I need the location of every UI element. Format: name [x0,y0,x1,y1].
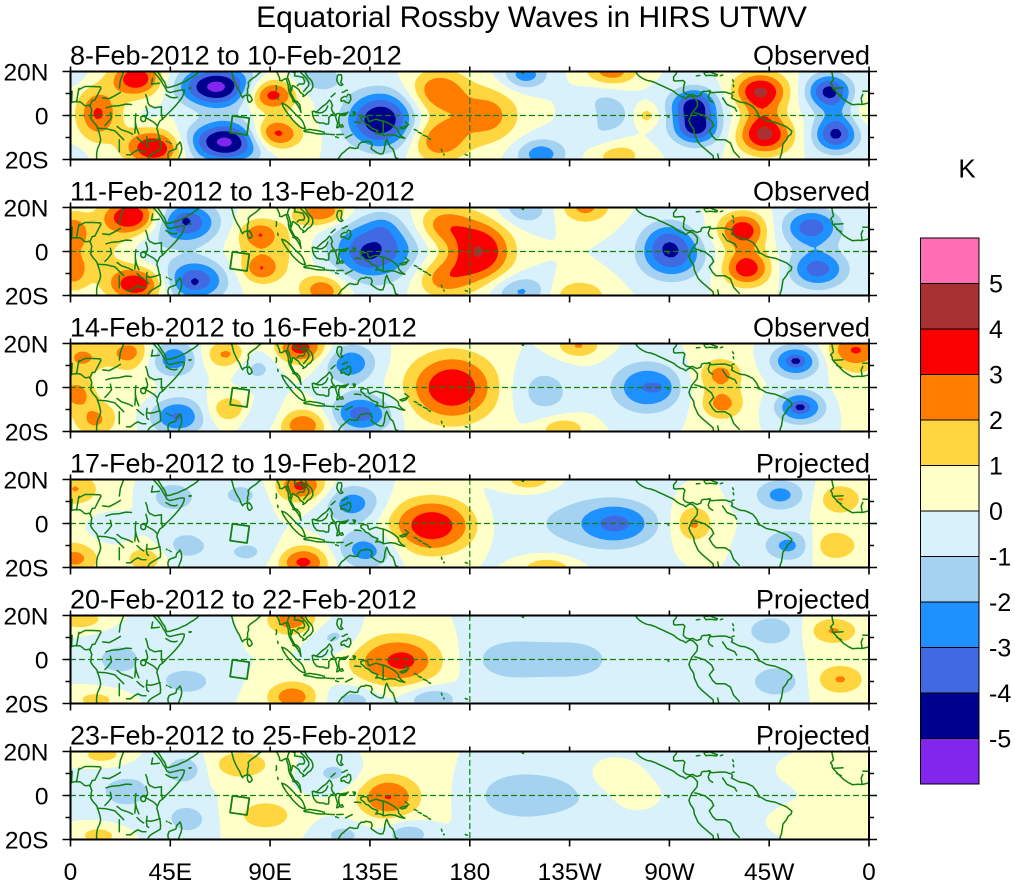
svg-text:0: 0 [35,784,49,811]
svg-text:-1: -1 [989,544,1011,572]
svg-text:Projected: Projected [756,721,870,751]
svg-text:0: 0 [35,512,49,539]
svg-text:1: 1 [989,453,1003,481]
svg-text:14-Feb-2012 to 16-Feb-2012: 14-Feb-2012 to 16-Feb-2012 [70,313,417,343]
svg-text:11-Feb-2012 to 13-Feb-2012: 11-Feb-2012 to 13-Feb-2012 [70,177,415,207]
svg-text:0: 0 [35,648,49,675]
svg-text:Observed: Observed [753,41,870,71]
svg-text:45E: 45E [149,859,193,886]
svg-text:90E: 90E [248,859,292,886]
svg-text:0: 0 [64,859,78,886]
svg-text:-4: -4 [989,680,1011,708]
svg-text:Projected: Projected [756,449,870,479]
svg-text:45W: 45W [744,859,795,886]
svg-text:135W: 135W [538,859,603,886]
svg-text:20S: 20S [5,556,49,583]
svg-text:0: 0 [35,240,49,267]
svg-text:20S: 20S [5,284,49,311]
svg-text:8-Feb-2012 to 10-Feb-2012: 8-Feb-2012 to 10-Feb-2012 [70,41,402,71]
svg-text:0: 0 [35,376,49,403]
svg-text:-5: -5 [989,726,1011,754]
svg-text:Observed: Observed [753,313,870,343]
svg-text:20N: 20N [4,740,49,767]
svg-text:20N: 20N [4,468,49,495]
svg-text:-3: -3 [989,635,1011,663]
svg-text:20N: 20N [4,604,49,631]
svg-text:5: 5 [989,271,1003,299]
svg-text:20S: 20S [5,420,49,447]
svg-text:20S: 20S [5,692,49,719]
svg-text:20S: 20S [5,828,49,855]
svg-text:23-Feb-2012 to 25-Feb-2012: 23-Feb-2012 to 25-Feb-2012 [70,721,417,751]
svg-text:4: 4 [989,316,1003,344]
svg-text:20N: 20N [4,196,49,223]
svg-text:0: 0 [35,104,49,131]
svg-text:Observed: Observed [753,177,870,207]
svg-text:Equatorial Rossby Waves in HIR: Equatorial Rossby Waves in HIRS UTWV [256,1,807,34]
svg-text:180: 180 [449,859,490,886]
svg-text:17-Feb-2012 to 19-Feb-2012: 17-Feb-2012 to 19-Feb-2012 [70,449,417,479]
svg-text:0: 0 [862,859,876,886]
svg-text:3: 3 [989,362,1003,390]
svg-text:20S: 20S [5,148,49,175]
svg-text:90W: 90W [644,859,695,886]
svg-text:-2: -2 [989,589,1011,617]
svg-text:20-Feb-2012 to 22-Feb-2012: 20-Feb-2012 to 22-Feb-2012 [70,585,417,615]
svg-text:K: K [958,154,976,184]
svg-text:20N: 20N [4,332,49,359]
svg-text:135E: 135E [341,859,398,886]
svg-text:2: 2 [989,407,1003,435]
svg-text:20N: 20N [4,60,49,87]
svg-text:0: 0 [989,498,1003,526]
svg-text:Projected: Projected [756,585,870,615]
